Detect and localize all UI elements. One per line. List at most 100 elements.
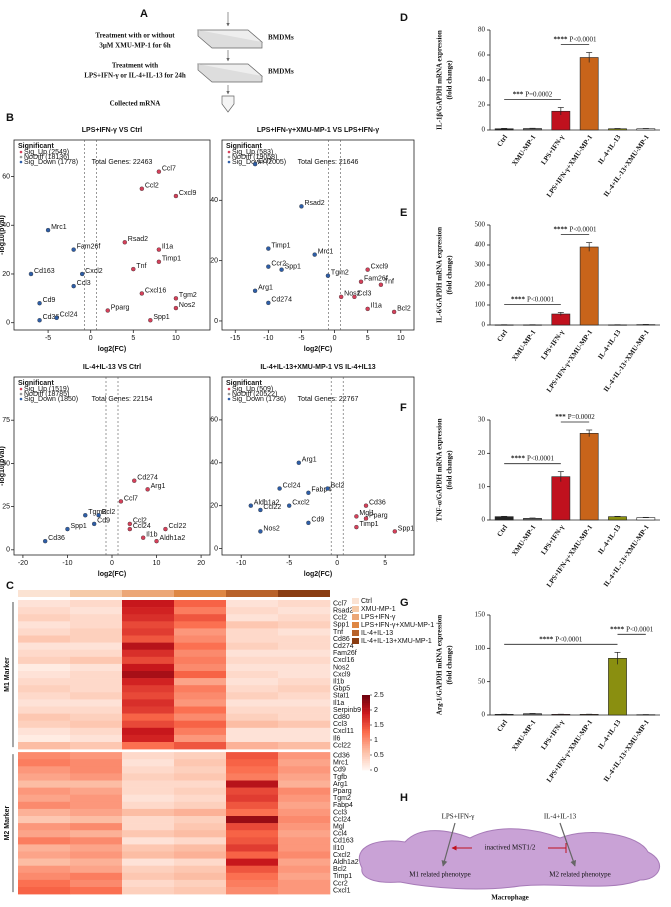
x-tick-label: Ctrl <box>495 523 509 538</box>
heat-cell <box>122 858 175 866</box>
heat-cell <box>70 678 123 686</box>
heat-cell <box>70 742 123 750</box>
heat-cell <box>122 794 175 803</box>
heat-cell <box>278 727 331 736</box>
x-tick-label: XMU-MP-1 <box>510 328 537 362</box>
gene-label: Arg1 <box>151 483 166 490</box>
x-tick-label: -20 <box>18 560 28 567</box>
colorbar-step <box>362 710 370 713</box>
x-tick-label: LPS+IFN-γ <box>539 133 566 166</box>
heat-cell <box>122 656 175 665</box>
heat-cell <box>18 656 71 665</box>
heat-cell <box>70 801 123 810</box>
legend-label: NoDiff (18136) <box>24 154 69 161</box>
row-label: Serpinb9 <box>333 707 361 714</box>
heat-cell <box>174 872 227 881</box>
x-tick-label: LPS+IFN-γ <box>539 328 566 361</box>
y-axis-label: IL-6/GAPDH mRNA expression <box>436 227 444 323</box>
heat-cell <box>70 773 123 781</box>
y-tick-label: 0 <box>482 321 486 329</box>
x-tick-label: -10 <box>263 335 273 342</box>
heat-cell <box>278 706 331 714</box>
heat-cell <box>226 742 279 750</box>
heat-cell <box>174 600 227 608</box>
row-label: Ccr2 <box>333 880 348 887</box>
heat-cell <box>174 808 227 817</box>
gene-label: Ccl22 <box>168 523 186 530</box>
heat-cell <box>122 759 175 767</box>
p-value: P<0.0001 <box>527 295 555 303</box>
y-tick-label: 300 <box>475 261 486 269</box>
legend-label: Sig_Down (2005) <box>232 159 286 166</box>
y-tick-label: 0 <box>214 318 218 325</box>
heat-cell <box>226 801 279 810</box>
group-bar <box>18 590 70 597</box>
gene-label: Cd274 <box>271 297 292 304</box>
heat-cell <box>70 837 123 845</box>
heat-cell <box>174 773 227 781</box>
total-genes: Total Genes: 21646 <box>298 159 359 166</box>
gene-point <box>354 524 359 530</box>
y-axis-label: (fold change) <box>446 645 454 685</box>
x-tick-label: 10 <box>153 560 161 567</box>
gene-point <box>279 267 284 272</box>
tube-icon <box>221 85 235 113</box>
x-tick-label: XMU-MP-1 <box>510 718 537 752</box>
heat-cell <box>122 692 175 700</box>
legend-label: Sig_Down (1778) <box>24 159 78 166</box>
heat-cell <box>70 713 123 721</box>
heat-cell <box>122 742 175 750</box>
plate-icon <box>197 50 263 83</box>
heat-cell <box>18 808 71 817</box>
colorbar-step <box>362 725 370 728</box>
heat-cell <box>278 879 331 888</box>
heat-cell <box>70 794 123 803</box>
gene-label: Tgm2 <box>179 292 197 299</box>
gene-label: Timp1 <box>271 242 290 249</box>
heat-cell <box>18 685 71 693</box>
legend-title: Significant <box>226 380 262 387</box>
heat-cell <box>278 844 331 852</box>
gene-label: Pparg <box>369 512 388 519</box>
heat-cell <box>174 851 227 859</box>
gene-point <box>392 529 397 534</box>
gene-label: Fabp4 <box>311 487 331 494</box>
gene-point <box>96 513 101 518</box>
gene-label: Tgm2 <box>331 270 349 277</box>
row-label: Bcl2 <box>333 866 347 873</box>
heat-cell <box>70 614 123 622</box>
row-label: Pparg <box>333 788 352 795</box>
heat-cell <box>70 752 123 760</box>
output-text: M2 related phenotype <box>549 871 610 879</box>
significance-stars: **** <box>610 625 625 633</box>
colorbar-step <box>362 721 370 724</box>
legend-title: Significant <box>226 143 262 150</box>
x-tick-label: LPS+IFN-γ <box>539 523 566 556</box>
x-tick-label: XMU-MP-1 <box>510 133 537 167</box>
heat-cell <box>122 865 175 874</box>
row-label: Cxcl11 <box>333 728 354 735</box>
gene-label: Cxcl9 <box>371 264 389 271</box>
panel-label: F <box>400 402 407 414</box>
legend-swatch <box>19 160 23 164</box>
gene-label: Ccl24 <box>60 312 78 319</box>
y-tick-label: 60 <box>210 417 218 424</box>
y-tick-label: 80 <box>478 26 486 34</box>
heat-cell <box>70 780 123 788</box>
colorbar-step <box>362 708 370 711</box>
legend-swatch <box>227 392 231 396</box>
heat-cell <box>174 887 227 895</box>
heat-cell <box>18 865 71 874</box>
volcano-plot: LPS+IFN-γ VS Ctrl Total Genes: 22463 Signi… <box>0 127 211 353</box>
heat-cell <box>18 766 71 774</box>
heat-cell <box>174 663 227 672</box>
total-genes: Total Genes: 22767 <box>298 396 359 403</box>
heat-cell <box>174 713 227 721</box>
legend-swatch <box>19 155 23 159</box>
heat-cell <box>278 759 331 767</box>
row-label: Ccl22 <box>333 742 351 749</box>
heat-cell <box>226 872 279 881</box>
heat-cell <box>122 787 175 795</box>
heat-cell <box>122 752 175 760</box>
legend-label: NoDiff (18785) <box>24 391 69 398</box>
